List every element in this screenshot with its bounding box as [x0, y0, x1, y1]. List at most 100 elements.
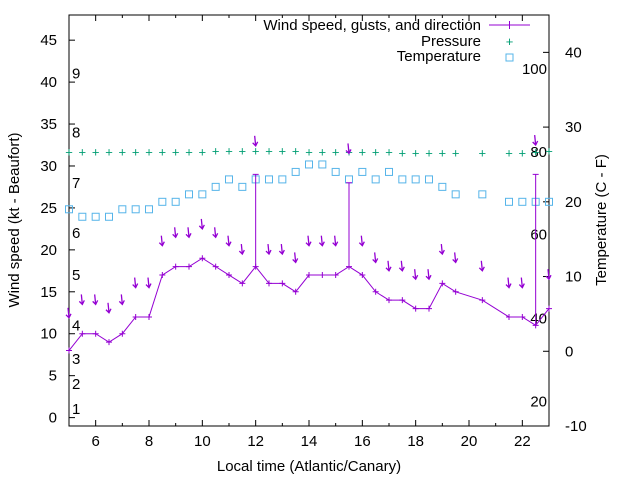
- y-left-tick-label: 35: [40, 116, 57, 133]
- pressure-point: +: [439, 145, 447, 160]
- wind-direction-arrow: [265, 243, 272, 256]
- wind-speed-point: [546, 305, 552, 312]
- wind-direction-arrow: [532, 134, 539, 147]
- wind-direction-arrow: [438, 243, 445, 256]
- wind-speed-point: [172, 263, 179, 270]
- pressure-point: +: [359, 145, 367, 160]
- temperature-point: [171, 197, 180, 206]
- wind-speed-point: [199, 255, 206, 262]
- wind-direction-arrow: [278, 243, 285, 256]
- temperature-point: [65, 205, 73, 214]
- pressure-point: +: [519, 145, 527, 160]
- pressure-point: +: [505, 145, 513, 160]
- wind-direction-arrow: [132, 277, 139, 289]
- temperature-point: [278, 175, 287, 184]
- temperature-point: [265, 175, 273, 184]
- wind-speed-point: [119, 330, 126, 337]
- wind-direction-arrow: [452, 252, 459, 264]
- legend: Wind speed, gusts, and direction Pressur…: [263, 17, 530, 65]
- fahrenheit-label: 20: [530, 393, 547, 410]
- wind-speed-point: [412, 305, 419, 312]
- pressure-point: +: [425, 145, 433, 160]
- pressure-point: +: [305, 145, 313, 160]
- wind-speed-point: [319, 272, 326, 279]
- temperature-point: [478, 190, 487, 199]
- wind-speed-point: [212, 263, 219, 270]
- y-left-tick-label: 10: [40, 326, 57, 343]
- wind-direction-arrow: [505, 277, 512, 289]
- temperature-point: [118, 205, 127, 214]
- temperature-point: [318, 160, 327, 169]
- pressure-point: +: [79, 145, 87, 160]
- temperature-point: [198, 190, 207, 199]
- temperature-point: [411, 175, 420, 184]
- temperature-point: [185, 190, 193, 199]
- wind-speed-point: [132, 313, 139, 320]
- wind-direction-arrow: [332, 235, 339, 247]
- y-left-tick-label: 30: [40, 158, 57, 175]
- wind-direction-arrow: [158, 235, 165, 247]
- wind-speed-point: [66, 347, 72, 354]
- x-tick-label: 10: [194, 433, 211, 450]
- secondary-scale-labels: 1 2 3 4 5 6 7 8 9 20 40 60 80 100: [72, 61, 547, 418]
- pressure-point: +: [65, 145, 73, 160]
- pressure-point: +: [279, 144, 287, 159]
- temperature-point: [78, 212, 87, 221]
- wind-speed-point: [106, 339, 112, 346]
- wind-speed-point: [426, 305, 432, 312]
- x-tick-label: 6: [91, 433, 99, 450]
- wind-direction-arrow: [478, 260, 485, 272]
- wind-direction-arrow: [212, 227, 219, 239]
- pressure-point: +: [199, 145, 207, 160]
- pressure-point: +: [225, 144, 233, 159]
- wind-series: [65, 134, 552, 354]
- wind-speed-point: [399, 297, 406, 304]
- beaufort-label: 6: [72, 225, 80, 242]
- wind-direction-arrow: [345, 143, 352, 155]
- temperature-point: [358, 167, 367, 176]
- wind-direction-arrow: [518, 277, 525, 289]
- temperature-point: [158, 197, 167, 206]
- temperature-point: [505, 197, 513, 206]
- legend-temperature-marker: [505, 53, 514, 62]
- wind-speed-point: [159, 272, 166, 279]
- wind-speed-point: [266, 280, 272, 287]
- wind-speed-point: [452, 288, 459, 295]
- pressure-point: +: [185, 145, 193, 160]
- pressure-point: +: [532, 145, 540, 160]
- temperature-point: [371, 175, 380, 184]
- wind-speed-point: [372, 288, 379, 295]
- y-left-tick-label: 45: [40, 32, 57, 49]
- legend-temperature-label: Temperature: [397, 48, 481, 65]
- wind-direction-arrow: [358, 235, 365, 247]
- wind-direction-arrow: [238, 243, 245, 256]
- pressure-point: +: [399, 145, 407, 160]
- wind-speed-point: [506, 313, 512, 320]
- beaufort-label: 7: [72, 175, 80, 192]
- beaufort-label: 9: [72, 66, 80, 83]
- temperature-series: [65, 160, 553, 221]
- x-tick-label: 22: [514, 433, 531, 450]
- y-left-tick-label: 20: [40, 242, 57, 259]
- temperature-point: [305, 160, 313, 169]
- wind-speed-point: [292, 288, 299, 295]
- wind-direction-arrow: [92, 294, 99, 306]
- wind-speed-point: [332, 272, 339, 279]
- pressure-point: +: [145, 145, 153, 160]
- y-left-tick-label: 15: [40, 284, 57, 301]
- temperature-point: [451, 190, 460, 199]
- wind-direction-arrow: [145, 277, 152, 289]
- temperature-point: [145, 205, 153, 214]
- wind-speed-point: [306, 272, 312, 279]
- wind-direction-arrow: [78, 294, 85, 306]
- y-left-tick-label: 40: [40, 74, 57, 91]
- y-left-tick-label: 0: [49, 410, 57, 427]
- wind-direction-arrow: [385, 260, 392, 272]
- y-axis-label-right: Temperature (C - F): [593, 154, 610, 286]
- wind-speed-point: [239, 280, 246, 287]
- wind-direction-arrow: [318, 235, 325, 247]
- x-tick-label: 12: [247, 433, 264, 450]
- fahrenheit-label: 100: [522, 61, 547, 78]
- temperature-point: [105, 212, 113, 221]
